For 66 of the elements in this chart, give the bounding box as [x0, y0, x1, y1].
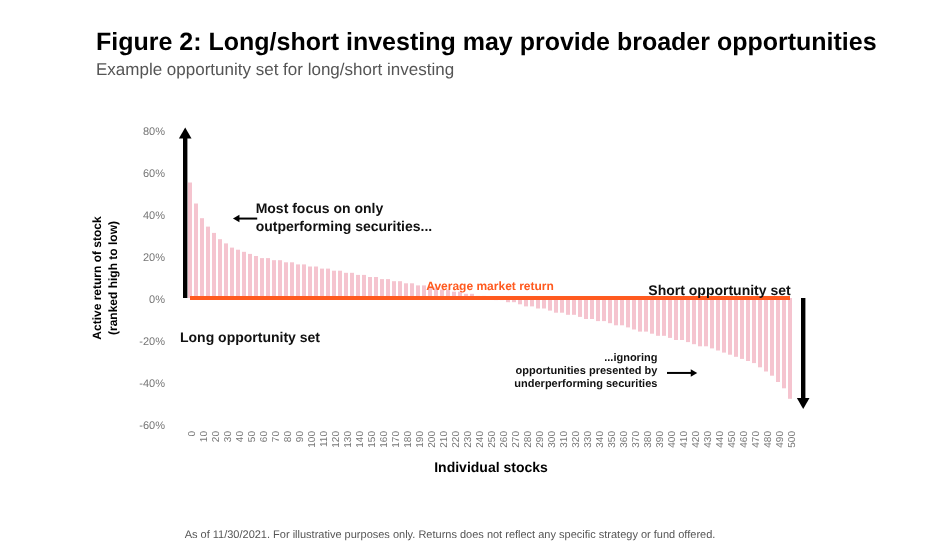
- bar: [698, 298, 702, 347]
- bar: [686, 298, 690, 343]
- bar: [602, 298, 606, 322]
- bar: [224, 243, 228, 298]
- bar: [626, 298, 630, 328]
- bar: [776, 298, 780, 382]
- bar: [680, 298, 684, 340]
- bar: [668, 298, 672, 338]
- bar: [728, 298, 732, 355]
- bar: [350, 272, 354, 298]
- bar: [704, 298, 708, 347]
- bar: [638, 298, 642, 332]
- bar: [236, 249, 240, 298]
- bar: [260, 258, 264, 298]
- bar: [632, 298, 636, 330]
- bar: [662, 298, 666, 336]
- bar: [254, 256, 258, 298]
- bar: [746, 298, 750, 361]
- bar: [674, 298, 678, 340]
- bar: [770, 298, 774, 376]
- bar: [584, 298, 588, 319]
- bar: [338, 270, 342, 298]
- bar: [764, 298, 768, 372]
- bar: [734, 298, 738, 357]
- bar: [212, 232, 216, 298]
- chart-title: Figure 2: Long/short investing may provide broader opportunities: [96, 28, 877, 56]
- bar: [314, 266, 318, 298]
- bar: [248, 253, 252, 298]
- bar: [218, 239, 222, 298]
- bar: [614, 298, 618, 326]
- bar: [590, 298, 594, 319]
- bar: [722, 298, 726, 353]
- bar: [302, 264, 306, 298]
- bar: [332, 270, 336, 298]
- bar: [692, 298, 696, 345]
- bar: [290, 262, 294, 298]
- bar: [266, 258, 270, 298]
- bar: [356, 274, 360, 298]
- bar: [620, 298, 624, 326]
- bar: [344, 272, 348, 298]
- bar: [374, 277, 378, 298]
- bar: [206, 226, 210, 298]
- bar: [230, 247, 234, 298]
- bar: [296, 264, 300, 298]
- bar: [752, 298, 756, 364]
- bar: [608, 298, 612, 324]
- bar: [284, 262, 288, 298]
- bar: [326, 268, 330, 298]
- bar: [758, 298, 762, 368]
- bar: [788, 298, 792, 399]
- bar: [188, 182, 192, 298]
- chart-subtitle: Example opportunity set for long/short investing: [96, 59, 455, 79]
- bar: [368, 277, 372, 298]
- bar: [278, 260, 282, 298]
- bar: [308, 266, 312, 298]
- bar: [272, 260, 276, 298]
- bar: [716, 298, 720, 351]
- bar: [596, 298, 600, 322]
- bar: [740, 298, 744, 359]
- bar: [320, 268, 324, 298]
- bar: [650, 298, 654, 334]
- bar: [656, 298, 660, 336]
- bar: [362, 274, 366, 298]
- bar: [710, 298, 714, 349]
- bar: [242, 251, 246, 298]
- bar: [644, 298, 648, 332]
